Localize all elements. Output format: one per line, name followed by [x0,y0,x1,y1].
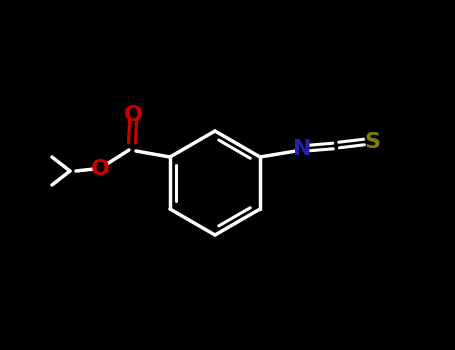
Text: S: S [364,132,380,152]
Text: O: O [123,105,142,125]
Text: O: O [91,159,110,179]
Text: N: N [293,139,311,159]
